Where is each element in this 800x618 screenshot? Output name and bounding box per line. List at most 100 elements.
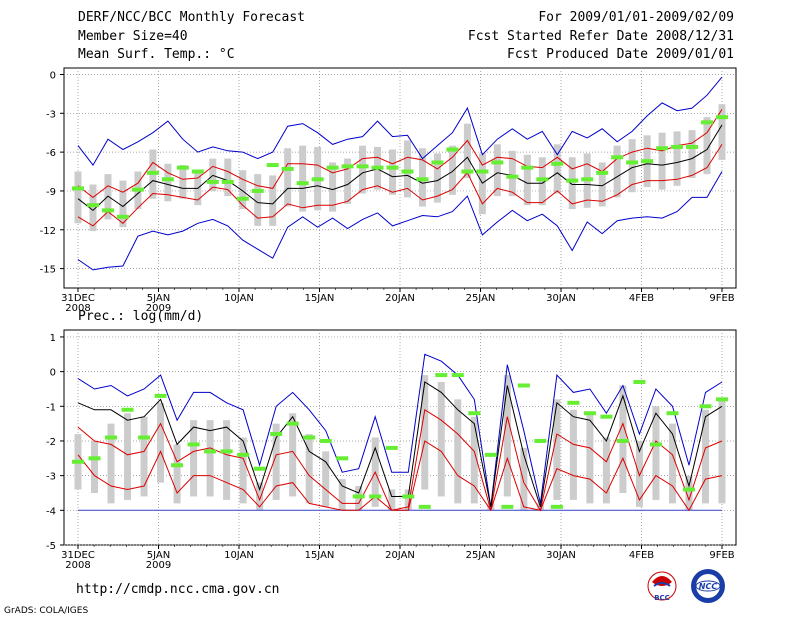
temp-spread-box — [688, 130, 696, 178]
temp-observation-marker — [446, 147, 459, 152]
precip-spread-box — [404, 489, 412, 511]
precip-xtick-label: 25JAN — [466, 550, 496, 561]
precip-spread-box — [289, 413, 297, 497]
temp-observation-marker — [146, 170, 159, 175]
temp-observation-marker — [206, 179, 219, 184]
temp-observation-marker — [506, 174, 519, 179]
precip-spread-box — [107, 423, 115, 504]
precip-observation-marker — [187, 442, 200, 447]
temp-ytick-label: -6 — [46, 148, 56, 159]
precip-panel-title: Prec.: log(mm/d) — [78, 309, 204, 324]
precip-observation-marker — [336, 456, 349, 461]
temp-observation-marker — [566, 178, 579, 183]
precip-spread-box — [569, 409, 577, 500]
temp-spread-box — [628, 139, 636, 193]
precip-observation-marker — [567, 400, 580, 405]
precip-observation-marker — [633, 380, 646, 385]
precip-spread-box — [140, 416, 148, 497]
precip-observation-marker — [600, 414, 613, 419]
precip-observation-marker — [121, 407, 134, 412]
precip-observation-marker — [418, 504, 431, 509]
precip-spread-box — [239, 437, 247, 504]
precip-spread-box — [701, 409, 709, 504]
precip-spread-box — [256, 482, 264, 511]
precip-observation-marker — [716, 397, 728, 402]
temp-observation-marker — [686, 144, 699, 149]
started-date-label: Fcst Started Refer Date 2008/12/31 — [467, 29, 734, 44]
temp-observation-marker — [176, 165, 189, 170]
temp-max-line — [77, 76, 723, 166]
precip-observation-marker — [649, 442, 662, 447]
temp-spread-box — [613, 145, 621, 198]
precip-observation-marker — [270, 432, 283, 437]
temp-spread-box — [284, 148, 292, 207]
temp-observation-marker — [161, 177, 174, 182]
precip-spread-box — [173, 444, 181, 504]
temp-spread-box — [463, 123, 471, 178]
precip-spread-box — [223, 420, 231, 500]
precip-spread-box — [190, 420, 198, 497]
precip-observation-marker — [319, 438, 332, 443]
temp-observation-marker — [521, 165, 534, 170]
member-size-label: Member Size=40 — [78, 29, 188, 44]
precip-spread-box — [470, 416, 478, 504]
precip-spread-box — [668, 423, 676, 504]
precip-observation-marker — [451, 373, 464, 378]
temp-mean-line — [77, 124, 723, 212]
temp-observation-marker — [701, 120, 714, 125]
temp-upper-spread-line — [77, 109, 723, 199]
precip-spread-box — [586, 413, 594, 504]
precip-spread-box — [388, 489, 396, 511]
precip-observation-marker — [682, 487, 695, 492]
precip-xtick-label: 4FEB — [629, 550, 654, 561]
temp-spread-box — [673, 131, 681, 186]
precip-spread-box — [520, 447, 528, 511]
temp-spread-box — [568, 157, 576, 210]
temp-observation-marker — [221, 179, 234, 184]
temp-spread-box — [658, 132, 666, 190]
temp-ytick-label: -12 — [40, 226, 56, 237]
precip-ytick-label: -1 — [46, 402, 56, 413]
precip-spread-box — [157, 402, 165, 483]
precip-spread-box — [338, 479, 346, 511]
precip-observation-marker — [616, 438, 629, 443]
precip-observation-marker — [303, 435, 316, 440]
precip-spread-box — [206, 420, 214, 497]
precip-spread-box — [124, 413, 132, 500]
precip-observation-marker — [253, 466, 266, 471]
temp-spread-box — [164, 163, 172, 202]
temp-spread-box — [718, 104, 726, 160]
precip-xtick-label: 20JAN — [385, 550, 415, 561]
precip-xtick-label: 2008 — [65, 560, 90, 571]
precip-xtick-label: 30JAN — [546, 550, 576, 561]
temp-observation-marker — [416, 177, 429, 182]
source-url[interactable]: http://cmdp.ncc.cma.gov.cn — [76, 582, 280, 597]
temp-observation-marker — [431, 160, 444, 165]
precip-ytick-label: -2 — [46, 437, 56, 448]
precip-observation-marker — [369, 494, 382, 499]
chart-title: DERF/NCC/BCC Monthly Forecast — [78, 10, 305, 25]
precip-xtick-label: 2009 — [146, 560, 171, 571]
precip-spread-box — [272, 423, 280, 500]
temp-ytick-label: -9 — [46, 187, 56, 198]
temp-spread-box — [523, 154, 531, 206]
precip-observation-marker — [204, 449, 217, 454]
temp-observation-marker — [401, 169, 414, 174]
precip-observation-marker — [468, 411, 481, 416]
precip-ytick-label: -5 — [46, 541, 56, 552]
precip-observation-marker — [105, 435, 118, 440]
temp-observation-marker — [596, 170, 609, 175]
grads-credit: GrADS: COLA/IGES — [4, 606, 89, 616]
precip-ytick-label: -4 — [46, 506, 56, 517]
temp-spread-box — [508, 150, 516, 197]
precip-observation-marker — [666, 411, 679, 416]
temp-observation-marker — [551, 161, 564, 166]
precip-observation-marker — [517, 383, 530, 388]
temp-xtick-label: 9FEB — [709, 293, 734, 304]
temp-spread-box — [254, 174, 262, 226]
temp-spread-box — [74, 171, 82, 224]
temp-spread-box — [329, 162, 337, 212]
temp-spread-box — [359, 145, 367, 194]
temp-xtick-label: 30JAN — [546, 293, 576, 304]
temp-observation-marker — [326, 165, 339, 170]
